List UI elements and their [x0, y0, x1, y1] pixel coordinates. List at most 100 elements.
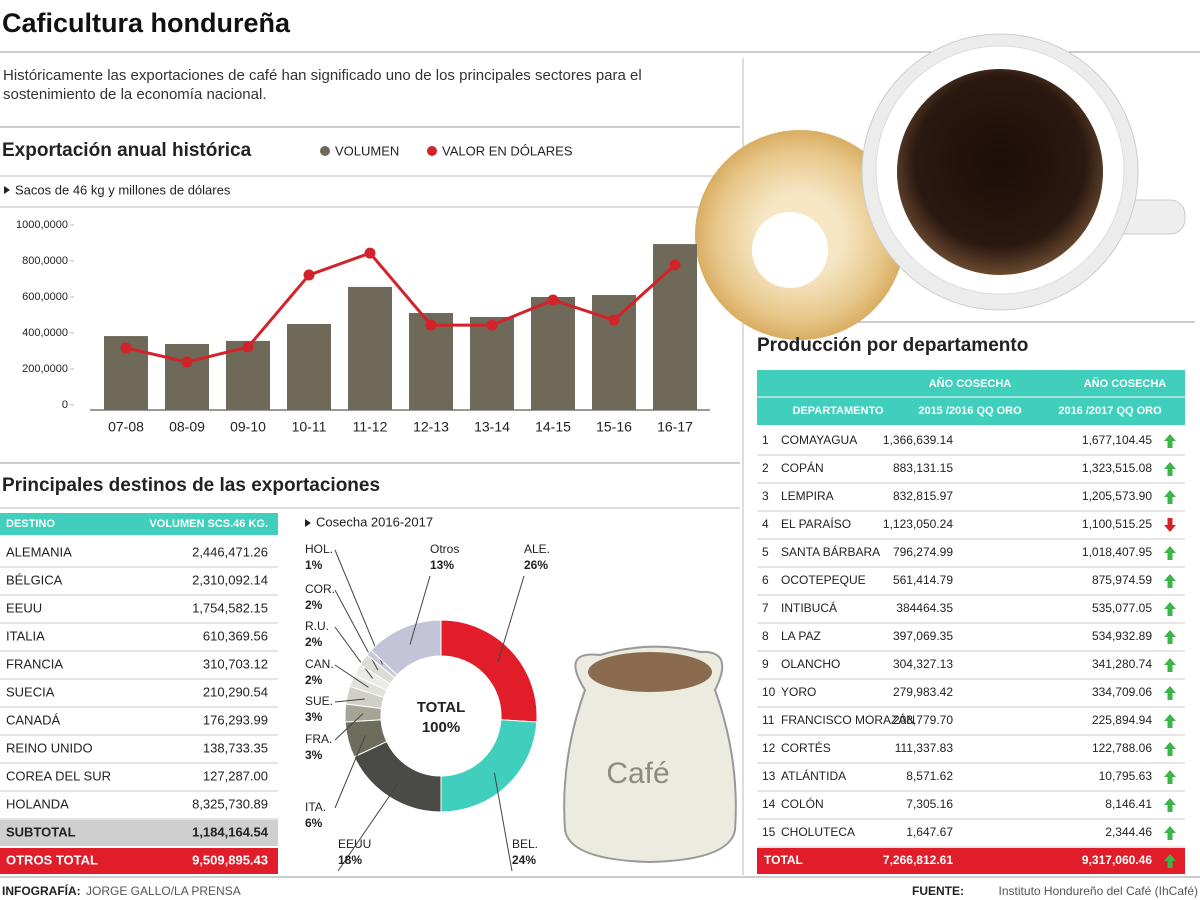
leader-line	[337, 781, 400, 872]
x-tick-label: 15-16	[596, 419, 632, 435]
line-point	[120, 342, 132, 354]
table-cell: 11	[762, 713, 775, 727]
table-cell: COREA DEL SUR	[6, 768, 111, 783]
leader-line	[334, 698, 365, 703]
trend-arrow	[1164, 714, 1176, 728]
table-cell: 1,366,639.14	[883, 433, 953, 447]
trend-arrow	[1164, 686, 1176, 700]
table-cell: TOTAL	[764, 853, 803, 867]
table-cell: 534,932.89	[1092, 629, 1152, 643]
segment-name: R.U.	[305, 619, 329, 633]
table-cell: 341,280.74	[1092, 657, 1152, 671]
table-cell: 610,369.56	[203, 628, 268, 643]
leader-line	[334, 713, 364, 741]
x-tick-label: 11-12	[353, 419, 388, 435]
table-row	[0, 848, 278, 874]
y-tick-label: 0	[62, 399, 68, 411]
table-cell: OTROS TOTAL	[6, 852, 98, 867]
bar	[592, 295, 636, 410]
table-cell: 10	[762, 685, 776, 699]
segment-value: 6%	[305, 816, 323, 830]
table-cell: COPÁN	[781, 460, 824, 475]
table-header-cell: AÑO COSECHA	[1084, 377, 1167, 390]
x-tick-label: 12-13	[413, 419, 449, 435]
table-cell: FRANCISCO MORAZÁN	[781, 712, 915, 727]
table-cell: INTIBUCÁ	[781, 600, 837, 615]
table-cell: 8,325,730.89	[192, 796, 268, 811]
trend-arrow	[1164, 854, 1176, 868]
line	[125, 251, 677, 364]
x-tick-label: 14-15	[535, 419, 571, 435]
x-tick-label: 09-10	[230, 419, 266, 435]
trend-arrow	[1164, 490, 1176, 504]
line-point	[364, 247, 376, 259]
table-cell: 3	[762, 489, 769, 503]
trend-arrow	[1164, 630, 1176, 644]
chart-title: Cosecha 2016-2017	[316, 514, 433, 529]
table-cell: 1,018,407.95	[1082, 545, 1152, 559]
segment-name: SUE.	[305, 694, 333, 708]
table-cell: LA PAZ	[781, 629, 821, 643]
x-tick-label: 08-09	[169, 419, 205, 435]
table-cell: 210,290.54	[203, 684, 268, 699]
trend-arrow	[1164, 462, 1176, 476]
table-cell: ITALIA	[6, 628, 45, 643]
table-cell: 9,317,060.46	[1082, 853, 1152, 867]
segment-value: 3%	[305, 710, 323, 724]
table-cell: OCOTEPEQUE	[781, 573, 866, 587]
table-cell: BÉLGICA	[6, 572, 63, 587]
footer-text: Instituto Hondureño del Café (IhCafé)	[999, 884, 1198, 898]
table-cell: SUECIA	[6, 684, 55, 699]
leader-line	[334, 626, 374, 679]
table-cell: 1,100,515.25	[1082, 517, 1152, 531]
legend-swatch	[320, 146, 330, 156]
table-cell: 4	[762, 517, 769, 531]
segment-name: COR.	[305, 582, 335, 596]
title: Caficultura hondureña	[2, 8, 291, 38]
trend-arrow	[1164, 574, 1176, 588]
table-cell: 176,293.99	[203, 712, 268, 727]
table-cell: 1,205,573.90	[1082, 489, 1152, 503]
line-point	[486, 319, 498, 331]
table-total	[757, 848, 1185, 874]
y-tick-label: 1000,0000	[16, 219, 68, 231]
line-point	[547, 294, 559, 306]
table-cell: 7,266,812.61	[883, 853, 953, 867]
segment-name: ITA.	[305, 800, 326, 814]
bar	[470, 316, 514, 410]
segment-name: Otros	[430, 542, 459, 556]
footer-text: JORGE GALLO/LA PRENSA	[86, 884, 241, 898]
table-cell: 2,446,471.26	[192, 544, 268, 559]
segment-value: 24%	[512, 853, 536, 867]
center-value: 100%	[422, 719, 460, 736]
table-cell: ATLÁNTIDA	[781, 768, 846, 783]
table-cell: 832,815.97	[893, 489, 953, 503]
table-cell: COMAYAGUA	[781, 433, 857, 447]
trend-arrow	[1164, 826, 1176, 840]
bar	[531, 297, 575, 410]
table-cell: 2,310,092.14	[192, 572, 268, 587]
table-cell: EEUU	[6, 600, 42, 615]
table-cell: 875,974.59	[1092, 573, 1152, 587]
table-cell: 796,274.99	[893, 545, 953, 559]
leader-line	[334, 664, 369, 688]
table-cell: REINO UNIDO	[6, 740, 93, 755]
line-point	[303, 269, 315, 281]
table-cell: 15	[762, 825, 776, 839]
table-cell: LEMPIRA	[781, 489, 834, 503]
leader-line	[493, 772, 513, 872]
table-header-cell: VOLUMEN SCS.46 KG.	[149, 518, 268, 530]
table-cell: 561,414.79	[893, 573, 953, 587]
trend-arrow	[1164, 518, 1176, 532]
table-cell: 1,754,582.15	[192, 600, 268, 615]
segment-name: CAN.	[305, 657, 334, 671]
segment-name: ALE.	[524, 542, 550, 556]
table-cell: 111,337.83	[895, 741, 954, 755]
legend-label: VALOR EN DÓLARES	[442, 143, 573, 158]
segment-value: 2%	[305, 635, 323, 649]
table-cell: COLÓN	[781, 796, 824, 811]
table-cell: 8,146.41	[1105, 797, 1152, 811]
chart-subtitle: Sacos de 46 kg y millones de dólares	[15, 182, 231, 197]
table-cell: 225,894.94	[1092, 713, 1152, 727]
table-cell: 1,123,050.24	[883, 517, 953, 531]
